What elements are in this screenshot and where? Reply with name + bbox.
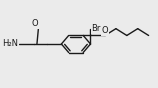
Text: O: O [32, 19, 39, 28]
Text: Br: Br [91, 24, 101, 33]
Text: H₂N: H₂N [3, 40, 18, 48]
Text: O: O [102, 26, 108, 35]
